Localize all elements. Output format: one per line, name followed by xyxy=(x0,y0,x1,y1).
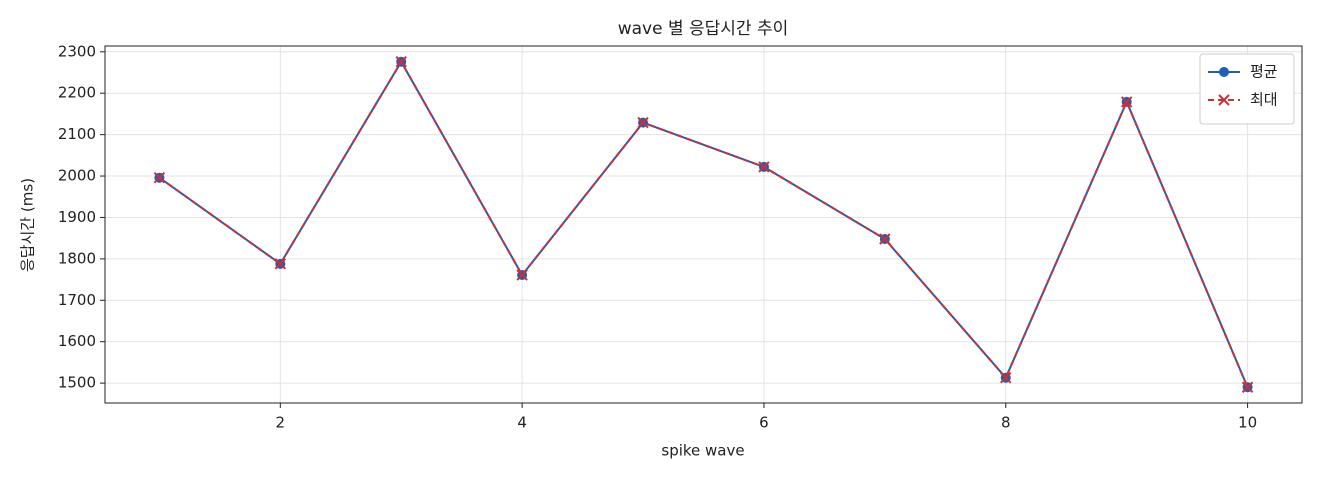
legend-box xyxy=(1199,53,1295,125)
x-axis-label: spike wave xyxy=(661,442,744,460)
marker xyxy=(637,116,649,129)
marker xyxy=(153,171,166,184)
x-tick-label: 4 xyxy=(517,414,527,432)
y-tick-label: 1800 xyxy=(58,249,96,267)
marker xyxy=(1000,372,1012,384)
y-tick-label: 1700 xyxy=(58,291,96,309)
x-tick-label: 10 xyxy=(1238,414,1257,432)
y-tick-label: 2300 xyxy=(58,42,96,60)
y-tick-label: 2200 xyxy=(58,84,96,102)
marker xyxy=(1218,94,1230,106)
marker xyxy=(1120,96,1133,108)
legend-label: 최대 xyxy=(1250,91,1278,109)
y-tick-label: 2100 xyxy=(58,125,96,143)
marker xyxy=(1241,381,1254,393)
y-axis-label: 응답시간 (ms) xyxy=(19,178,37,272)
plot-frame xyxy=(104,45,1303,404)
y-tick-label: 1900 xyxy=(58,208,96,226)
y-tick-label: 2000 xyxy=(58,167,96,185)
marker xyxy=(758,161,770,173)
series-line xyxy=(158,59,1249,388)
legend-label: 평균 xyxy=(1250,63,1278,81)
marker xyxy=(395,56,407,68)
y-tick-label: 1500 xyxy=(58,374,96,392)
x-tick-label: 2 xyxy=(276,414,286,432)
marker xyxy=(274,258,287,270)
series-line xyxy=(158,59,1249,388)
x-tick-label: 8 xyxy=(1001,414,1011,432)
marker xyxy=(516,269,528,281)
x-tick-label: 6 xyxy=(759,414,769,432)
chart-title: wave 별 응답시간 추이 xyxy=(618,19,789,39)
y-tick-label: 1600 xyxy=(58,332,96,350)
marker xyxy=(1219,67,1229,77)
marker xyxy=(879,233,891,245)
